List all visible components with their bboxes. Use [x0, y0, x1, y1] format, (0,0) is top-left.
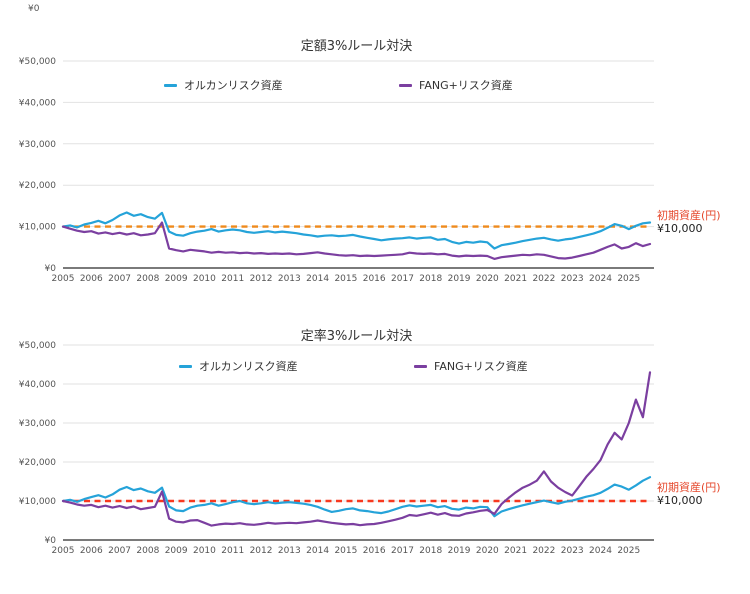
svg-text:2009: 2009 [165, 274, 188, 284]
svg-text:¥50,000: ¥50,000 [19, 57, 56, 67]
svg-text:2015: 2015 [334, 274, 357, 284]
svg-text:2018: 2018 [419, 546, 442, 556]
svg-text:2023: 2023 [561, 274, 584, 284]
baseline-annotation: 初期資産(円) ¥10,000 [657, 481, 721, 507]
svg-text:2025: 2025 [617, 546, 640, 556]
svg-text:2010: 2010 [193, 546, 216, 556]
svg-text:2010: 2010 [193, 274, 216, 284]
legend-item-orukan: オルカンリスク資産 [164, 77, 283, 93]
svg-text:¥20,000: ¥20,000 [19, 181, 56, 191]
svg-text:2015: 2015 [334, 546, 357, 556]
legend-label-fangplus: FANG+リスク資産 [434, 360, 528, 373]
svg-text:2014: 2014 [306, 274, 329, 284]
svg-text:¥20,000: ¥20,000 [19, 458, 56, 468]
svg-text:2013: 2013 [278, 274, 301, 284]
chart-title-fixed-rate: 定率3%ルール対決 [300, 329, 413, 344]
svg-text:¥40,000: ¥40,000 [19, 380, 56, 390]
svg-text:2016: 2016 [363, 274, 386, 284]
svg-text:2005: 2005 [52, 274, 75, 284]
svg-text:2016: 2016 [363, 546, 386, 556]
legend-item-orukan: オルカンリスク資産 [179, 358, 298, 374]
chart-fixed-amount-rule: 定額3%ルール対決 ¥0 ¥10,000 ¥20,000 ¥30,000 ¥40,000… [19, 39, 721, 284]
legend-item-fangplus: FANG+リスク資産 [414, 358, 528, 374]
svg-text:2022: 2022 [532, 546, 555, 556]
cropped-axis-label: ¥0 [28, 4, 40, 14]
svg-text:¥0: ¥0 [45, 536, 57, 546]
svg-text:2019: 2019 [448, 546, 471, 556]
baseline-value: ¥10,000 [657, 494, 703, 507]
svg-text:2006: 2006 [80, 546, 103, 556]
svg-text:2024: 2024 [589, 546, 612, 556]
svg-text:2011: 2011 [221, 546, 244, 556]
legend-marker-fangplus-icon [399, 83, 412, 87]
chart-fixed-rate-rule: 定率3%ルール対決 ¥0 ¥10,000 ¥20,000 ¥30,000 ¥40,000… [0, 297, 750, 594]
svg-text:2007: 2007 [108, 274, 131, 284]
legend-marker-orukan-icon [179, 364, 192, 368]
legend-label-fangplus: FANG+リスク資産 [419, 79, 513, 92]
svg-text:¥50,000: ¥50,000 [19, 341, 56, 351]
svg-text:2017: 2017 [391, 546, 414, 556]
svg-text:2021: 2021 [504, 546, 527, 556]
svg-text:¥10,000: ¥10,000 [19, 223, 56, 233]
svg-text:2005: 2005 [52, 546, 75, 556]
svg-text:¥0: ¥0 [45, 264, 57, 274]
legend-label-orukan: オルカンリスク資産 [199, 360, 298, 373]
baseline-label: 初期資産(円) [657, 209, 721, 222]
svg-text:2023: 2023 [561, 546, 584, 556]
svg-text:2020: 2020 [476, 274, 499, 284]
svg-text:2018: 2018 [419, 274, 442, 284]
svg-text:2007: 2007 [108, 546, 131, 556]
baseline-label: 初期資産(円) [657, 481, 721, 494]
svg-text:2008: 2008 [136, 546, 159, 556]
svg-text:2009: 2009 [165, 546, 188, 556]
baseline-annotation: 初期資産(円) ¥10,000 [657, 209, 721, 235]
svg-text:2008: 2008 [136, 274, 159, 284]
legend-item-fangplus: FANG+リスク資産 [399, 77, 513, 93]
plot-fixed-amount: ¥0 ¥10,000 ¥20,000 ¥30,000 ¥40,000 ¥50,000 200… [19, 57, 654, 284]
chart-title-fixed-amount: 定額3%ルール対決 [300, 39, 413, 54]
svg-text:¥10,000: ¥10,000 [19, 497, 56, 507]
plot-fixed-rate: ¥0 ¥10,000 ¥20,000 ¥30,000 ¥40,000 ¥50,000 200… [19, 341, 654, 556]
svg-text:2013: 2013 [278, 546, 301, 556]
svg-text:2024: 2024 [589, 274, 612, 284]
svg-text:2014: 2014 [306, 546, 329, 556]
baseline-value: ¥10,000 [657, 222, 703, 235]
svg-text:2022: 2022 [532, 274, 555, 284]
svg-text:2006: 2006 [80, 274, 103, 284]
svg-text:2012: 2012 [250, 274, 273, 284]
svg-text:¥30,000: ¥30,000 [19, 419, 56, 429]
svg-text:2012: 2012 [250, 546, 273, 556]
svg-text:2020: 2020 [476, 546, 499, 556]
svg-text:2017: 2017 [391, 274, 414, 284]
svg-text:2011: 2011 [221, 274, 244, 284]
svg-text:¥30,000: ¥30,000 [19, 140, 56, 150]
svg-text:2021: 2021 [504, 274, 527, 284]
svg-text:2019: 2019 [448, 274, 471, 284]
legend-label-orukan: オルカンリスク資産 [184, 79, 283, 92]
svg-text:2025: 2025 [617, 274, 640, 284]
svg-text:¥40,000: ¥40,000 [19, 98, 56, 108]
legend-marker-orukan-icon [164, 83, 177, 87]
legend-marker-fangplus-icon [414, 364, 427, 368]
